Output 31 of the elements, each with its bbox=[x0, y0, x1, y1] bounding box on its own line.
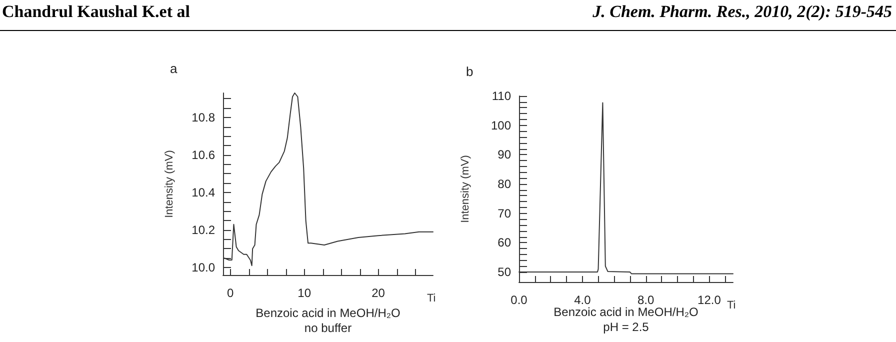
chart-title: a bbox=[170, 61, 178, 76]
chart-title: b bbox=[466, 64, 474, 79]
y-tick-label: 90 bbox=[498, 148, 512, 162]
y-tick-label: 110 bbox=[492, 89, 512, 103]
text: pH = 2.5 bbox=[603, 320, 650, 334]
y-tick-label: 10.4 bbox=[192, 185, 216, 200]
x-axis-title: Ti bbox=[427, 292, 436, 304]
y-tick-label: 50 bbox=[498, 265, 512, 280]
y-tick-label: 10.6 bbox=[192, 148, 216, 162]
x-tick-label: 20 bbox=[372, 286, 386, 300]
text: Chandrul Kaushal K.et al bbox=[2, 2, 190, 22]
y-tick-label: 60 bbox=[498, 236, 512, 250]
y-tick-label: 10.8 bbox=[192, 110, 216, 124]
x-axis-title: Ti bbox=[727, 300, 736, 312]
y-tick-label: 80 bbox=[498, 177, 512, 192]
x-tick-label: 8.0 bbox=[637, 293, 654, 307]
x-tick-label: 12.0 bbox=[698, 293, 722, 307]
y-tick-label: 10.0 bbox=[192, 260, 216, 274]
x-tick-label: 10 bbox=[298, 286, 312, 300]
text: J. Chem. Pharm. Res., 2010, 2(2): 519-545 bbox=[592, 2, 892, 22]
x-tick-label: 0 bbox=[227, 286, 234, 300]
y-tick-label: 10.2 bbox=[192, 222, 216, 237]
x-tick-label: 0.0 bbox=[510, 293, 528, 307]
x-tick-label: 4.0 bbox=[574, 293, 592, 307]
text: Benzoic acid in MeOH/H₂O bbox=[554, 305, 698, 319]
y-axis-title: Intensity (mV) bbox=[164, 150, 176, 218]
y-axis-title: Intensity (mV) bbox=[460, 155, 472, 223]
y-tick-label: 70 bbox=[498, 206, 512, 220]
text: no buffer bbox=[304, 321, 352, 335]
y-tick-label: 100 bbox=[490, 118, 512, 132]
text: Benzoic acid in MeOH/H₂O bbox=[256, 306, 400, 320]
